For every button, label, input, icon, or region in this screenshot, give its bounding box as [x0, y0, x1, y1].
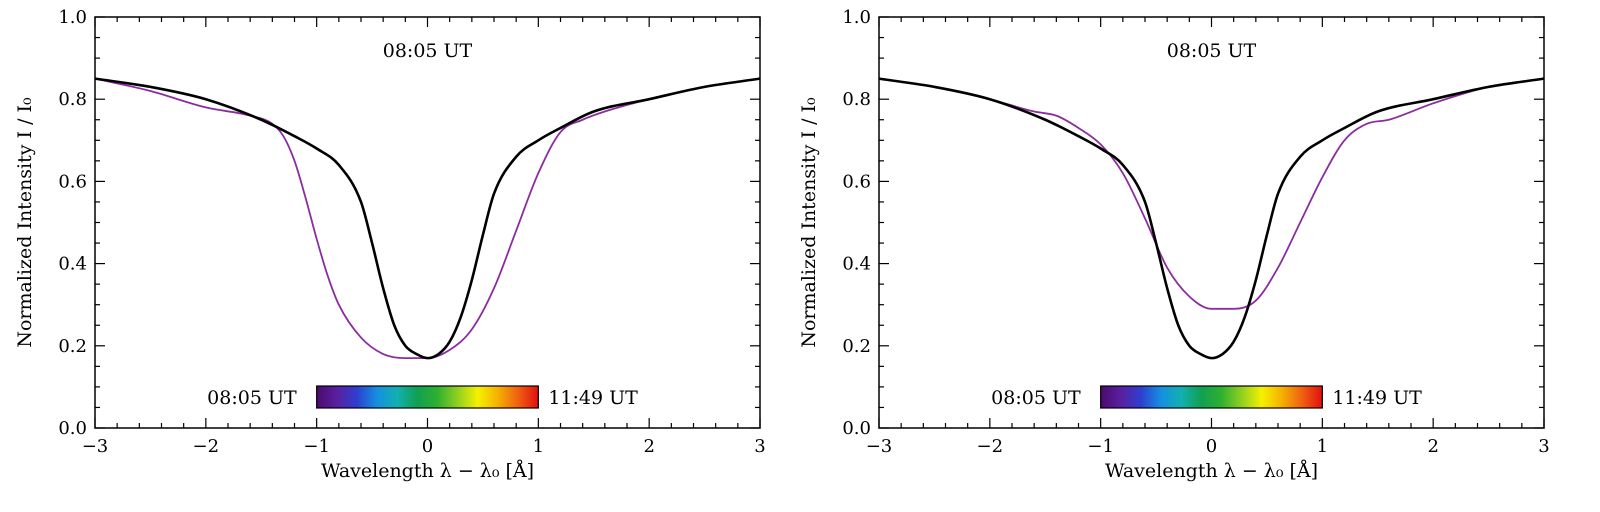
observed-profile-line: [878, 77, 1545, 310]
colorbar-end-label: 11:49 UT: [1332, 387, 1422, 409]
y-tick-label: 1.0: [58, 7, 87, 28]
y-axis-label: Normalized Intensity I / I₀: [798, 97, 820, 348]
colorbar-start-label: 08:05 UT: [207, 387, 297, 409]
x-axis-label: Wavelength λ − λ₀ [Å]: [321, 460, 534, 482]
colorbar-start-label: 08:05 UT: [991, 387, 1081, 409]
x-axis-label: Wavelength λ − λ₀ [Å]: [1105, 460, 1318, 482]
observed-profile-line: [94, 77, 761, 360]
x-tick-label: 3: [754, 436, 765, 457]
y-tick-label: 0.0: [58, 418, 87, 439]
x-tick-label: 0: [1206, 436, 1217, 457]
x-tick-label: −2: [977, 436, 1004, 457]
time-colorbar: [316, 385, 539, 409]
x-tick-label: −3: [82, 436, 109, 457]
time-colorbar: [1100, 385, 1323, 409]
plot-frame: [878, 16, 1545, 429]
x-tick-label: −1: [303, 436, 330, 457]
y-tick-label: 0.0: [842, 418, 871, 439]
x-tick-label: −1: [1087, 436, 1114, 457]
time-annotation: 08:05 UT: [383, 40, 473, 62]
time-annotation: 08:05 UT: [1167, 40, 1257, 62]
y-tick-label: 1.0: [842, 7, 871, 28]
x-tick-label: 2: [1427, 436, 1438, 457]
y-tick-label: 0.8: [58, 89, 87, 110]
x-tick-label: 2: [643, 436, 654, 457]
reference-profile-line: [94, 77, 761, 360]
colorbar-end-label: 11:49 UT: [548, 387, 638, 409]
x-tick-label: 1: [1317, 436, 1328, 457]
plot-frame: [94, 16, 761, 429]
y-axis-label: Normalized Intensity I / I₀: [14, 97, 36, 348]
x-tick-label: −2: [193, 436, 220, 457]
x-tick-label: 1: [533, 436, 544, 457]
panel-left: −3 −2 −1 0 1 2 3 0.0 0.2 0.4 0.6 0.8 1.0 Wavelength λ…: [14, 7, 766, 482]
x-tick-label: 3: [1538, 436, 1549, 457]
y-tick-label: 0.2: [58, 336, 87, 357]
reference-profile-line: [878, 77, 1545, 360]
y-tick-label: 0.6: [842, 171, 871, 192]
x-tick-label: −3: [866, 436, 893, 457]
y-tick-label: 0.4: [58, 254, 87, 275]
y-tick-label: 0.6: [58, 171, 87, 192]
x-tick-label: 0: [422, 436, 433, 457]
panel-right: −3 −2 −1 0 1 2 3 0.0 0.2 0.4 0.6 0.8 1.0 Wavelength λ…: [798, 7, 1550, 482]
y-tick-label: 0.8: [842, 89, 871, 110]
y-tick-label: 0.4: [842, 254, 871, 275]
y-tick-label: 0.2: [842, 336, 871, 357]
